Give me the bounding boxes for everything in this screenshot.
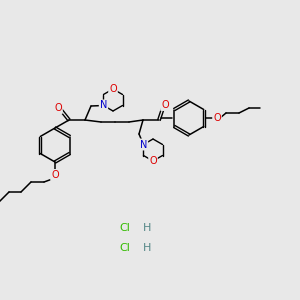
Text: N: N <box>100 100 107 110</box>
Text: Cl: Cl <box>120 243 130 253</box>
Text: O: O <box>149 156 157 166</box>
Text: O: O <box>51 170 59 180</box>
Text: O: O <box>54 103 62 113</box>
Text: O: O <box>109 84 117 94</box>
Text: O: O <box>213 113 221 123</box>
Text: N: N <box>140 140 147 149</box>
Text: H: H <box>143 243 151 253</box>
Text: Cl: Cl <box>120 223 130 233</box>
Text: H: H <box>143 223 151 233</box>
Text: O: O <box>161 100 169 110</box>
